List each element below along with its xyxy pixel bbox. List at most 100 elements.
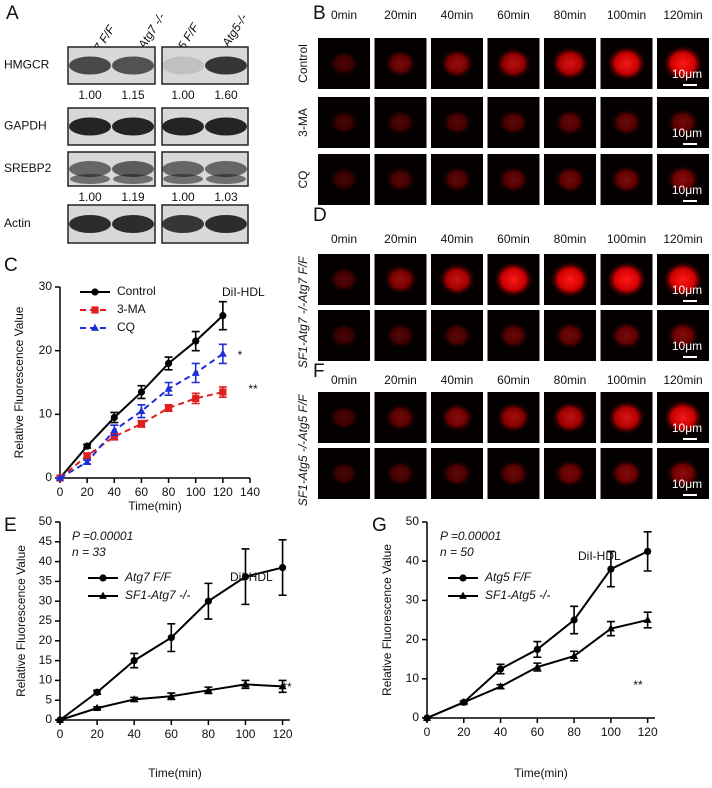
blot-band <box>113 174 153 184</box>
annotation: P =0.00001 <box>72 529 133 543</box>
data-point <box>219 388 227 396</box>
y-tick-label: 10 <box>39 407 53 421</box>
y-axis-label: Relative Fluorescence Value <box>380 544 394 696</box>
data-point <box>56 473 64 481</box>
y-tick-label: 20 <box>39 343 53 357</box>
row-label: SF1-Atg7 -/- <box>296 303 310 368</box>
data-point <box>110 413 118 422</box>
annotation: * <box>238 348 243 362</box>
panel-letter: B <box>313 3 326 24</box>
time-label: 20min <box>384 232 417 246</box>
y-axis-label: Relative Fluorescence Value <box>12 306 26 458</box>
cell-signal <box>496 402 531 433</box>
blot-band <box>205 161 247 177</box>
x-tick-label: 40 <box>108 485 122 499</box>
data-point <box>278 563 287 572</box>
panel-letter: D <box>313 205 327 226</box>
cell-signal <box>498 460 529 487</box>
cell-signal <box>663 399 703 436</box>
data-point <box>496 682 505 690</box>
time-label: 40min <box>441 373 474 387</box>
blot-band <box>162 56 204 75</box>
cell-signal <box>667 321 699 350</box>
blot-band <box>162 161 204 177</box>
cell-signal <box>498 166 529 193</box>
annotation: DiI-HDL <box>578 549 621 563</box>
x-tick-label: 0 <box>57 727 64 741</box>
data-point <box>459 698 468 706</box>
x-tick-label: 100 <box>186 485 206 499</box>
annotation: DiI-HDL <box>230 570 273 584</box>
time-label: 80min <box>554 8 587 22</box>
data-point <box>570 651 579 659</box>
data-point <box>83 442 91 450</box>
data-point <box>192 394 200 403</box>
legend-label: Control <box>117 284 156 298</box>
cell-signal <box>438 263 476 296</box>
y-tick-label: 30 <box>39 279 53 293</box>
data-point <box>241 680 250 688</box>
blot-quant: 1.00 <box>78 190 102 204</box>
y-tick-label: 20 <box>406 632 420 646</box>
blot-quant: 1.00 <box>78 88 102 102</box>
y-tick-label: 50 <box>39 514 53 528</box>
cell-signal <box>493 261 534 298</box>
cell-signal <box>666 165 700 194</box>
y-tick-label: 30 <box>406 593 420 607</box>
y-tick-label: 25 <box>39 613 53 627</box>
cell-signal <box>606 261 647 298</box>
annotation: P =0.00001 <box>440 529 501 543</box>
x-tick-label: 20 <box>457 725 471 739</box>
time-label: 60min <box>497 232 530 246</box>
data-point <box>137 388 146 396</box>
y-tick-label: 40 <box>406 553 420 567</box>
cell-signal <box>329 267 359 292</box>
x-axis-label: Time(min) <box>514 766 568 780</box>
blot-band <box>112 215 154 233</box>
time-label: 0min <box>331 232 357 246</box>
panel-letter: F <box>313 361 325 382</box>
cell-signal <box>498 322 529 349</box>
x-axis-label: Time(min) <box>148 766 202 780</box>
x-tick-label: 20 <box>90 727 104 741</box>
scale-bar-label: 10μm <box>672 126 702 140</box>
cell-signal <box>385 460 416 487</box>
data-point <box>110 425 119 434</box>
x-tick-label: 120 <box>638 725 658 739</box>
legend-label: SF1-Atg5 -/- <box>485 588 550 602</box>
scale-bar-label: 10μm <box>672 421 702 435</box>
y-tick-label: 10 <box>39 673 53 687</box>
time-label: 120min <box>663 373 702 387</box>
cell-signal <box>551 46 589 81</box>
data-point <box>607 565 615 573</box>
data-point <box>643 615 652 623</box>
cell-signal <box>610 459 643 488</box>
cell-signal <box>495 47 532 80</box>
blot-row-label: GAPDH <box>4 119 47 133</box>
cell-signal <box>610 321 643 350</box>
time-label: 60min <box>497 373 530 387</box>
annotation: n = 33 <box>72 545 106 559</box>
y-tick-label: 5 <box>45 692 52 706</box>
data-point <box>192 337 200 345</box>
x-tick-label: 140 <box>240 485 260 499</box>
y-tick-label: 35 <box>39 574 53 588</box>
cell-signal <box>442 109 472 136</box>
cell-signal <box>611 109 642 136</box>
blot-band <box>112 117 154 136</box>
y-tick-label: 0 <box>45 470 52 484</box>
time-label: 120min <box>663 8 702 22</box>
data-point <box>164 384 173 392</box>
cell-signal <box>498 109 529 136</box>
y-tick-label: 40 <box>39 554 53 568</box>
cell-signal <box>329 167 359 192</box>
annotation: ** <box>282 680 292 694</box>
cell-signal <box>440 403 474 432</box>
blot-band <box>206 174 246 184</box>
blot-band <box>112 161 154 177</box>
x-tick-label: 120 <box>273 727 293 741</box>
blot-band <box>69 56 111 75</box>
data-point <box>204 685 213 694</box>
cell-signal <box>384 49 417 78</box>
data-point <box>219 312 227 320</box>
